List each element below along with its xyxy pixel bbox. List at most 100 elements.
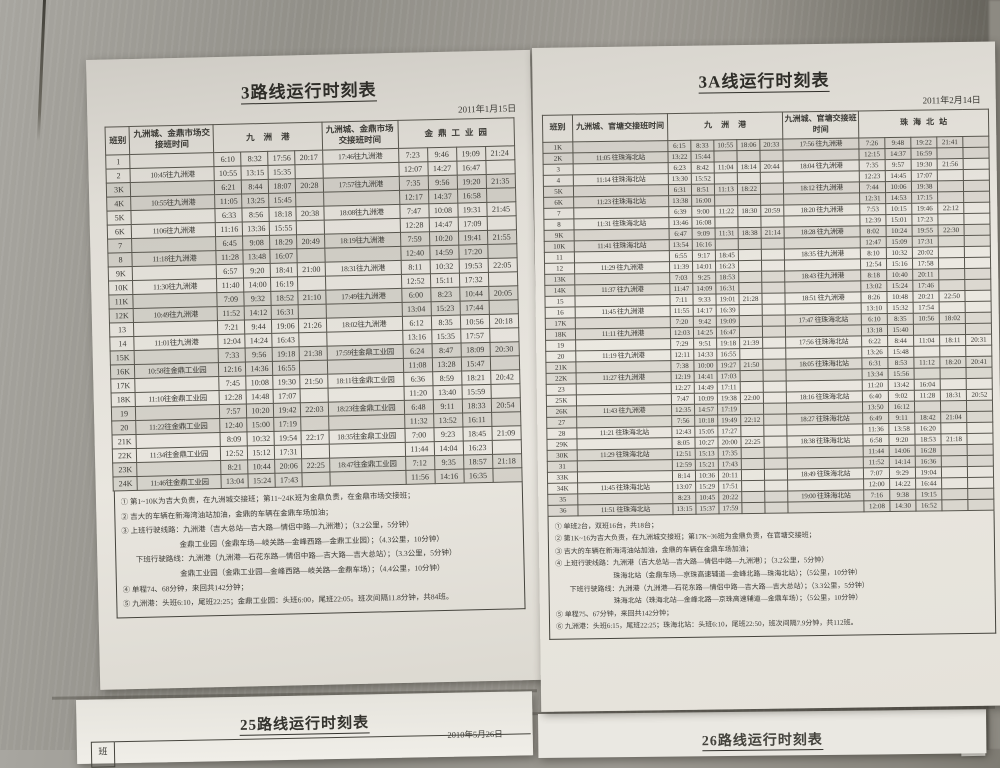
- time-cell: 13:22: [667, 150, 692, 163]
- time-cell: 11:05: [215, 193, 243, 209]
- time-cell: 19:42: [273, 402, 302, 418]
- time-cell: 6:45: [216, 235, 244, 251]
- time-cell: 17:54: [913, 301, 940, 313]
- time-cell: 16:20: [914, 422, 941, 434]
- time-cell: [714, 194, 738, 206]
- time-cell: 21:14: [761, 226, 785, 238]
- time-cell: 12:17: [399, 189, 429, 205]
- time-cell: 8:53: [887, 356, 915, 369]
- time-cell: [941, 455, 968, 467]
- time-cell: 17:43: [718, 458, 742, 470]
- row-id-cell: 3: [543, 163, 574, 175]
- time-cell: 22:12: [937, 202, 964, 214]
- time-cell: 8:35: [430, 315, 461, 330]
- time-cell: [939, 301, 966, 313]
- time-cell: 16:58: [457, 188, 487, 204]
- time-cell: 10:20: [246, 403, 275, 418]
- time-cell: 7:33: [218, 347, 246, 363]
- time-cell: 17:19: [717, 403, 741, 415]
- time-cell: 7:07: [863, 467, 890, 479]
- time-cell: 16:31: [271, 304, 299, 320]
- time-cell: [940, 400, 967, 412]
- time-cell: [914, 367, 941, 379]
- time-cell: 21:00: [297, 262, 325, 277]
- time-cell: [963, 168, 990, 181]
- row-id-cell: 23: [546, 383, 577, 395]
- col-header-transfer-2: 九洲城、金鼎市场交接班时间: [321, 120, 399, 151]
- time-cell: 22:25: [302, 458, 330, 473]
- time-cell: 12:52: [220, 445, 249, 461]
- time-cell: 13:25: [242, 193, 270, 208]
- time-cell: 9:32: [244, 291, 272, 306]
- time-cell: 6:10: [861, 313, 888, 325]
- time-cell: 20:11: [912, 268, 939, 280]
- time-cell: 10:08: [246, 375, 274, 390]
- time-cell: 9:44: [244, 319, 273, 334]
- time-cell: [938, 268, 965, 280]
- time-cell: [963, 179, 990, 192]
- time-cell: [760, 193, 784, 205]
- time-cell: [941, 488, 968, 500]
- time-cell: [489, 327, 519, 343]
- time-cell: 16:55: [272, 360, 301, 376]
- time-cell: 9:51: [693, 337, 717, 349]
- time-cell: [940, 422, 967, 434]
- col-header-transfer-1: 九洲城、金鼎市场交接班时间: [129, 124, 215, 155]
- route-3-timetable-sheet: 3路线运行时刻表 2011年1月15日 班别 九洲城、金鼎市场交接班时间 九洲港…: [86, 49, 545, 690]
- time-cell: [964, 289, 992, 302]
- time-cell: 8:47: [431, 343, 461, 358]
- time-cell: [298, 304, 326, 319]
- time-cell: 10:55: [214, 165, 242, 181]
- time-cell: [737, 193, 761, 206]
- col-header-class: 班别: [542, 114, 573, 142]
- time-cell: 17:59: [718, 502, 743, 514]
- time-cell: [760, 182, 784, 194]
- time-cell: 6:10: [214, 151, 242, 167]
- time-cell: 11:52: [863, 456, 890, 468]
- time-cell: [964, 234, 991, 247]
- time-cell: 18:53: [715, 271, 739, 283]
- time-cell: [938, 235, 965, 247]
- col-header-jiuzhou-port: 九洲港: [667, 112, 783, 141]
- time-cell: 7:47: [399, 203, 429, 219]
- time-cell: 12:40: [220, 417, 248, 433]
- transfer-cell: 11:46往金鼎工业园: [137, 474, 222, 491]
- time-cell: 12:03: [670, 326, 694, 339]
- time-cell: 17:23: [911, 213, 939, 225]
- time-cell: [714, 172, 738, 184]
- time-cell: 19:04: [915, 466, 942, 478]
- time-cell: 20:33: [759, 138, 783, 150]
- time-cell: [967, 443, 994, 456]
- time-cell: 14:30: [889, 499, 917, 512]
- time-cell: 14:36: [245, 361, 274, 376]
- time-cell: 9:08: [243, 235, 271, 250]
- time-cell: 6:47: [669, 227, 693, 240]
- time-cell: 21:04: [940, 411, 967, 423]
- route-3-timetable: 班别 九洲城、金鼎市场交接班时间 九洲港 九洲城、金鼎市场交接班时间 金鼎工业园…: [104, 117, 523, 492]
- time-cell: 17:07: [911, 169, 938, 181]
- time-cell: 15:24: [248, 473, 276, 488]
- time-cell: [967, 498, 995, 511]
- time-cell: 8:23: [430, 287, 460, 302]
- col-header-transfer-1: 九洲城、官塘交接班时间: [572, 113, 668, 142]
- time-cell: 15:35: [268, 164, 296, 180]
- time-cell: 20:05: [488, 285, 518, 301]
- time-cell: 10:15: [885, 202, 912, 215]
- row-id-cell: 19: [111, 406, 137, 421]
- time-cell: [939, 345, 966, 357]
- time-cell: 15:45: [269, 192, 297, 208]
- time-cell: [938, 257, 965, 269]
- time-cell: 22:25: [740, 435, 765, 448]
- time-cell: [491, 411, 521, 427]
- time-cell: 20:38: [296, 206, 324, 221]
- row-id-cell: 19: [545, 339, 576, 351]
- time-cell: 6:49: [862, 412, 889, 424]
- time-cell: [299, 360, 328, 375]
- time-cell: [763, 380, 787, 392]
- time-cell: 19:30: [911, 158, 938, 170]
- time-cell: 22:30: [938, 224, 965, 236]
- time-cell: 11:47: [669, 282, 693, 295]
- time-cell: 12:16: [218, 361, 247, 377]
- time-cell: 13:34: [862, 368, 889, 380]
- time-cell: [962, 135, 989, 148]
